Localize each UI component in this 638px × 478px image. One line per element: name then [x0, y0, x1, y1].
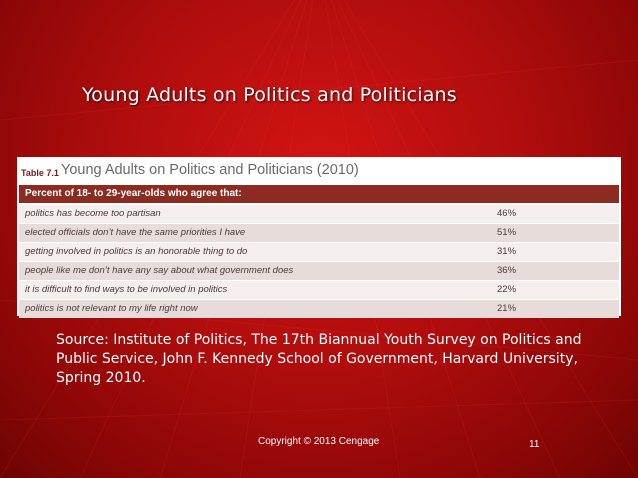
row-statement: getting involved in politics is an honor…: [25, 246, 248, 257]
table-row: politics has become too partisan 46%: [19, 205, 619, 223]
row-statement: it is difficult to find ways to be invol…: [25, 284, 228, 295]
row-percent: 51%: [497, 227, 517, 238]
table-rows: politics has become too partisan 46% ele…: [19, 205, 619, 319]
table-row: people like me don’t have any say about …: [19, 262, 619, 280]
row-statement: elected officials don’t have the same pr…: [25, 227, 246, 238]
table-label: Table 7.1: [21, 168, 59, 178]
row-statement: politics is not relevant to my life righ…: [25, 303, 198, 314]
page-number: 11: [529, 439, 540, 450]
table-heading: Table 7.1 Young Adults on Politics and P…: [17, 157, 621, 185]
row-statement: politics has become too partisan: [25, 208, 161, 219]
row-percent: 46%: [497, 208, 517, 219]
table-row: getting involved in politics is an honor…: [19, 243, 619, 261]
row-statement: people like me don’t have any say about …: [25, 265, 294, 276]
row-percent: 31%: [497, 246, 517, 257]
table-row: politics is not relevant to my life righ…: [19, 300, 619, 318]
row-percent: 22%: [497, 284, 517, 295]
copyright-footer: Copyright © 2013 Cengage: [258, 436, 380, 447]
table-title: Young Adults on Politics and Politicians…: [61, 162, 359, 178]
slide-title: Young Adults on Politics and Politicians: [82, 84, 457, 106]
table-column-header: Percent of 18- to 29-year-olds who agree…: [19, 185, 619, 203]
source-citation: Source: Institute of Politics, The 17th …: [56, 332, 582, 386]
column-header-text: Percent of 18- to 29-year-olds who agree…: [25, 188, 242, 199]
table-row: elected officials don’t have the same pr…: [19, 224, 619, 242]
row-percent: 36%: [497, 265, 517, 276]
table-row: it is difficult to find ways to be invol…: [19, 281, 619, 299]
row-percent: 21%: [497, 303, 517, 314]
data-table: Table 7.1 Young Adults on Politics and P…: [17, 157, 621, 319]
